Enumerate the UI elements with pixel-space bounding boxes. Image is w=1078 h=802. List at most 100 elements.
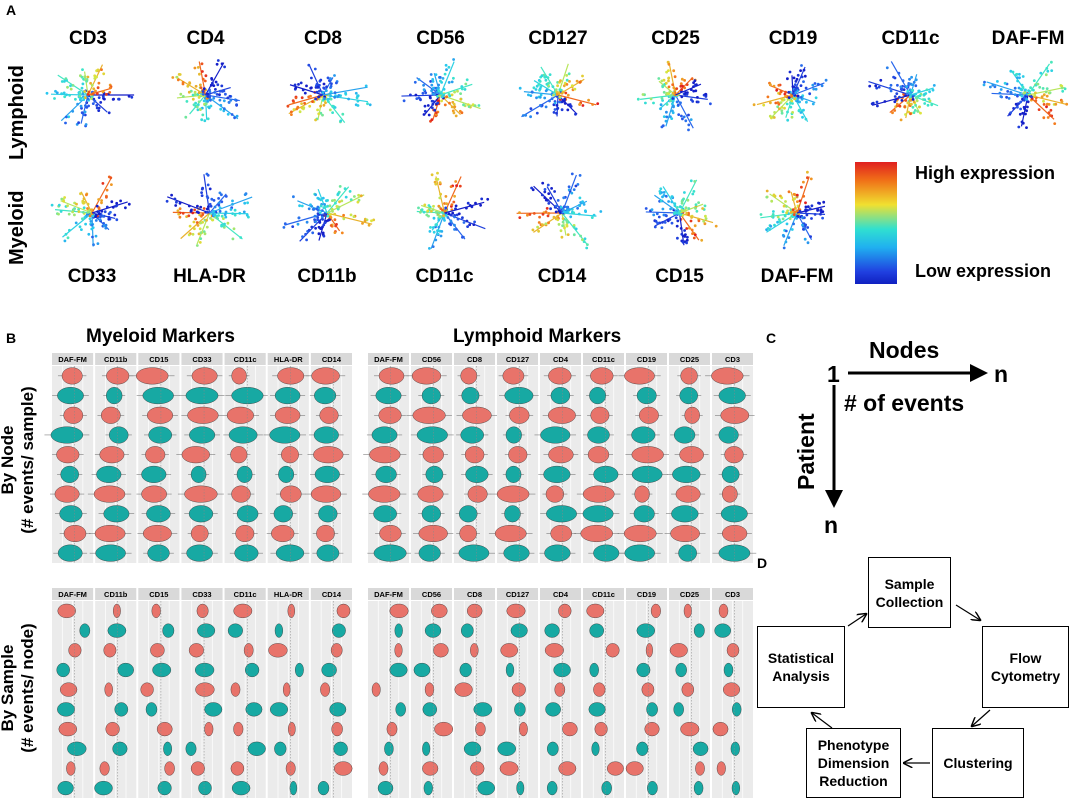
tree-node bbox=[463, 88, 467, 91]
tree-node bbox=[81, 82, 85, 86]
tree-node bbox=[584, 209, 587, 213]
violin-shape bbox=[467, 485, 488, 503]
violin-shape bbox=[185, 387, 219, 405]
tree-node bbox=[814, 87, 818, 91]
tree-node bbox=[217, 203, 221, 207]
tree-node bbox=[671, 109, 674, 113]
violin-shape bbox=[145, 446, 166, 464]
violin-shape bbox=[135, 367, 169, 385]
tree-node bbox=[430, 83, 434, 87]
tree-node bbox=[333, 212, 337, 216]
tree-node bbox=[102, 224, 106, 228]
tree-node bbox=[69, 87, 73, 91]
tree-node bbox=[215, 93, 219, 96]
tree-node bbox=[1025, 109, 1028, 113]
tree-node bbox=[553, 190, 556, 193]
violin-facet: CD3 bbox=[705, 353, 757, 563]
violin-shape bbox=[459, 662, 472, 678]
violin-shape bbox=[506, 603, 526, 619]
tree-node bbox=[452, 200, 456, 204]
tree-node bbox=[196, 224, 200, 227]
tree-node bbox=[420, 208, 424, 212]
tree-node bbox=[62, 199, 66, 203]
tree-plot bbox=[45, 64, 135, 128]
violin-shape bbox=[394, 623, 403, 638]
tree-node bbox=[113, 213, 117, 217]
tree-node bbox=[770, 199, 774, 203]
violin-shape bbox=[235, 525, 255, 543]
tree-node bbox=[752, 103, 756, 107]
tree-node bbox=[85, 79, 88, 83]
tree-plot bbox=[416, 171, 490, 250]
tree-node bbox=[201, 213, 205, 217]
violin-shape bbox=[675, 485, 701, 503]
tree-node bbox=[347, 97, 350, 101]
tree-node bbox=[220, 62, 224, 66]
tree-node bbox=[790, 115, 794, 119]
violin-shape bbox=[418, 525, 448, 543]
tree-node bbox=[792, 192, 796, 196]
tree-node bbox=[560, 235, 564, 239]
tree-node bbox=[311, 231, 315, 235]
tree-node bbox=[69, 84, 72, 88]
tree-node bbox=[319, 93, 323, 97]
violin-shape bbox=[313, 426, 339, 444]
tree-node bbox=[441, 211, 444, 214]
tree-node bbox=[550, 97, 554, 101]
myeloid-marker-title: CD11c bbox=[415, 266, 474, 287]
tree-node bbox=[660, 125, 664, 129]
tree-node bbox=[105, 93, 108, 96]
tree-node bbox=[787, 190, 791, 194]
tree-node bbox=[65, 115, 68, 119]
violin-shape bbox=[54, 485, 80, 503]
facet-header bbox=[52, 588, 94, 600]
tree-node bbox=[239, 236, 243, 239]
tree-branch bbox=[783, 212, 798, 246]
tree-node bbox=[465, 219, 469, 223]
violin-facet: CD25 bbox=[664, 353, 710, 563]
tree-node bbox=[791, 210, 794, 214]
tree-node bbox=[223, 213, 227, 217]
tree-node bbox=[679, 213, 683, 217]
events-label: # of events bbox=[844, 390, 965, 416]
tree-node bbox=[175, 200, 178, 204]
facet-header bbox=[411, 588, 452, 600]
tree-node bbox=[552, 111, 556, 114]
tree-node bbox=[805, 100, 808, 104]
tree-node bbox=[690, 77, 694, 81]
violin-shape bbox=[94, 780, 113, 796]
tree-node bbox=[911, 105, 915, 109]
tree-node bbox=[689, 118, 693, 121]
tree-node bbox=[87, 232, 91, 236]
tree-node bbox=[213, 205, 217, 209]
tree-node bbox=[659, 107, 662, 111]
tree-node bbox=[455, 228, 458, 231]
violin-shape bbox=[607, 761, 624, 776]
tree-node bbox=[220, 193, 223, 197]
tree-node bbox=[202, 230, 206, 234]
violin-shape bbox=[371, 426, 398, 444]
tree-node bbox=[547, 192, 551, 196]
tree-node bbox=[553, 108, 557, 111]
tree-node bbox=[450, 105, 454, 109]
tree-node bbox=[915, 96, 918, 100]
violin-shape bbox=[500, 643, 519, 658]
tree-node bbox=[314, 226, 317, 230]
facet-header-label: CD15 bbox=[149, 355, 168, 364]
tree-node bbox=[486, 197, 490, 201]
tree-node bbox=[212, 209, 216, 213]
tree-node bbox=[787, 96, 791, 99]
violin-shape bbox=[375, 387, 402, 405]
tree-node bbox=[88, 214, 92, 218]
tree-node bbox=[238, 211, 242, 215]
tree-node bbox=[353, 195, 356, 198]
tree-node bbox=[85, 106, 89, 109]
tree-node bbox=[563, 102, 567, 105]
tree-node bbox=[541, 212, 545, 216]
tree-node bbox=[234, 98, 237, 102]
tree-node bbox=[229, 98, 233, 102]
violin-shape bbox=[470, 643, 479, 658]
tree-node bbox=[417, 206, 420, 210]
tree-node bbox=[1017, 125, 1021, 129]
facet-header bbox=[267, 353, 309, 365]
